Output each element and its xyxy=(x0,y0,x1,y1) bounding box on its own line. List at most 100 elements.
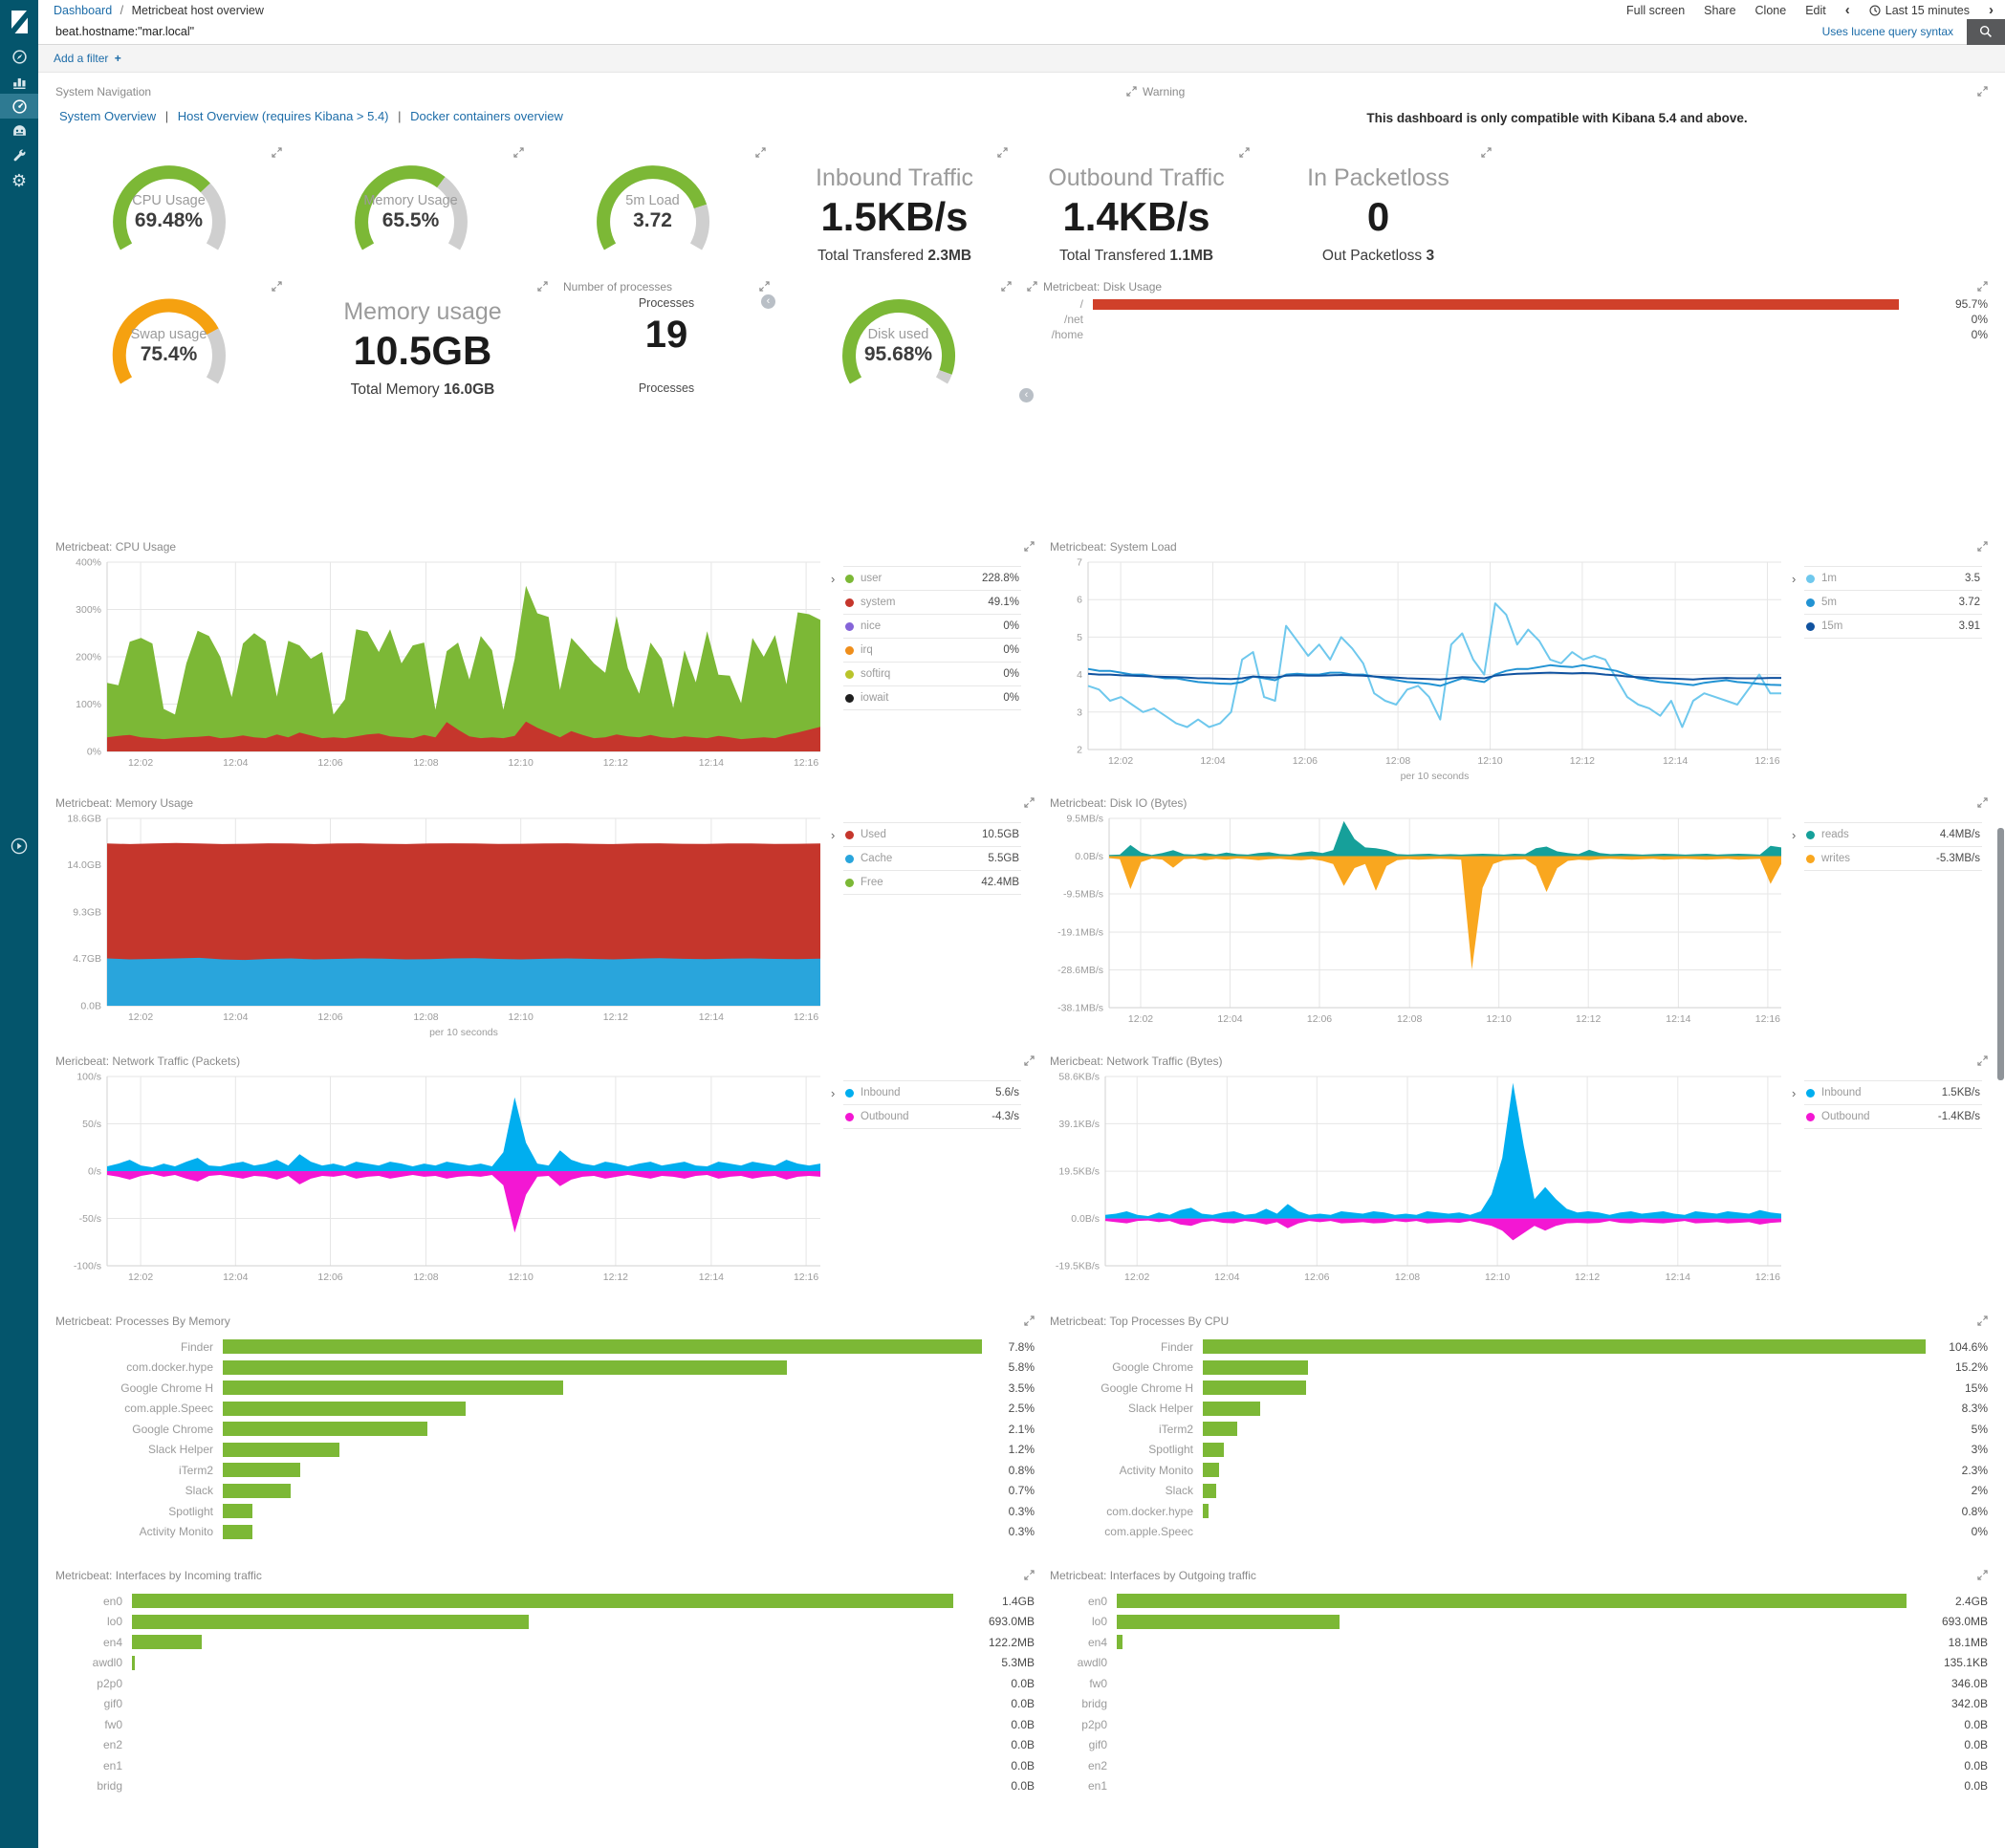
bar[interactable] xyxy=(132,1594,953,1609)
bar[interactable] xyxy=(1203,1401,1260,1416)
legend-collapse-icon[interactable]: › xyxy=(1792,572,1797,586)
bar[interactable] xyxy=(1203,1483,1217,1498)
time-forward-arrow[interactable]: › xyxy=(1989,2,1994,18)
bar[interactable] xyxy=(223,1339,982,1355)
link-docker-containers-overview[interactable]: Docker containers overview xyxy=(410,109,563,123)
search-button[interactable] xyxy=(1967,18,2005,45)
legend-item[interactable]: iowait 0% xyxy=(843,685,1021,710)
add-filter-plus-icon[interactable]: + xyxy=(114,52,121,65)
expand-icon[interactable] xyxy=(1024,797,1035,808)
expand-icon[interactable] xyxy=(1977,1055,1988,1066)
expand-icon[interactable] xyxy=(1024,1055,1035,1066)
bar[interactable] xyxy=(1203,1339,1926,1355)
expand-icon[interactable] xyxy=(513,147,524,158)
legend-item[interactable]: irq 0% xyxy=(843,638,1021,662)
bar[interactable] xyxy=(1203,1463,1219,1478)
expand-icon[interactable] xyxy=(1024,541,1035,552)
legend-item[interactable]: › user 228.8% xyxy=(831,566,1021,590)
expand-icon[interactable] xyxy=(997,147,1008,158)
legend-collapse-icon[interactable]: › xyxy=(831,1086,836,1100)
clone-button[interactable]: Clone xyxy=(1754,3,1787,17)
add-filter-button[interactable]: Add a filter xyxy=(54,52,109,65)
expand-icon[interactable] xyxy=(1481,147,1492,158)
kibana-logo[interactable] xyxy=(0,0,38,44)
legend-item[interactable]: › reads 4.4MB/s xyxy=(1792,822,1982,846)
time-back-arrow[interactable]: ‹ xyxy=(1844,2,1850,18)
edit-button[interactable]: Edit xyxy=(1805,3,1826,17)
bar[interactable] xyxy=(223,1422,427,1437)
bar[interactable] xyxy=(223,1504,252,1519)
sidebar-item-timelion[interactable] xyxy=(0,119,38,143)
bar[interactable] xyxy=(223,1442,340,1457)
bar[interactable] xyxy=(1203,1381,1307,1396)
legend-item[interactable]: › Inbound 5.6/s xyxy=(831,1080,1021,1104)
expand-icon[interactable] xyxy=(1024,1315,1035,1326)
legend-item[interactable]: › Inbound 1.5KB/s xyxy=(1792,1080,1982,1104)
bar[interactable] xyxy=(132,1635,203,1650)
bar[interactable] xyxy=(1203,1504,1209,1519)
legend-item[interactable]: Cache 5.5GB xyxy=(843,846,1021,870)
full-screen-button[interactable]: Full screen xyxy=(1626,3,1686,17)
expand-icon[interactable] xyxy=(1001,281,1012,292)
link-host-overview[interactable]: Host Overview (requires Kibana > 5.4) xyxy=(177,109,389,123)
bar[interactable] xyxy=(1203,1359,1308,1375)
legend-item[interactable]: writes -5.3MB/s xyxy=(1804,846,1982,871)
sidebar-collapse-button[interactable] xyxy=(0,834,38,859)
expand-icon[interactable] xyxy=(755,147,766,158)
bar[interactable] xyxy=(132,1655,136,1670)
expand-icon[interactable] xyxy=(1239,147,1250,158)
bar[interactable] xyxy=(223,1359,788,1375)
legend-item[interactable]: 15m 3.91 xyxy=(1804,614,1982,639)
share-button[interactable]: Share xyxy=(1704,3,1736,17)
bar[interactable] xyxy=(223,1524,252,1539)
legend-item[interactable]: › Used 10.5GB xyxy=(831,822,1021,846)
legend-collapse-icon[interactable]: › xyxy=(1792,828,1797,842)
search-query-input[interactable] xyxy=(54,24,1822,39)
legend-item[interactable]: nice 0% xyxy=(843,614,1021,638)
legend-item[interactable]: 5m 3.72 xyxy=(1804,590,1982,614)
expand-icon[interactable] xyxy=(1977,1315,1988,1326)
expand-icon[interactable] xyxy=(1024,1570,1035,1580)
expand-icon[interactable] xyxy=(1977,541,1988,552)
legend-item[interactable]: softirq 0% xyxy=(843,662,1021,685)
expand-icon[interactable] xyxy=(537,281,548,292)
sidebar-item-management[interactable]: ⚙ xyxy=(0,168,38,193)
bar[interactable] xyxy=(1093,298,1900,310)
bar[interactable] xyxy=(1203,1422,1238,1437)
legend-item[interactable]: › 1m 3.5 xyxy=(1792,566,1982,590)
expand-icon[interactable] xyxy=(1027,281,1037,292)
bar[interactable] xyxy=(223,1463,301,1478)
sidebar-item-discover[interactable] xyxy=(0,44,38,69)
bar[interactable] xyxy=(1117,1614,1340,1629)
bar[interactable] xyxy=(223,1401,467,1416)
sidebar-item-dev-tools[interactable] xyxy=(0,143,38,168)
bar[interactable] xyxy=(223,1381,564,1396)
sidebar-item-visualize[interactable] xyxy=(0,69,38,94)
sidebar-item-dashboard[interactable] xyxy=(0,94,38,119)
expand-icon[interactable] xyxy=(1977,86,1988,97)
bar[interactable] xyxy=(223,1483,292,1498)
legend-collapse-icon[interactable]: › xyxy=(1792,1086,1797,1100)
legend-collapse-circle-icon[interactable]: ‹ xyxy=(761,294,775,309)
lucene-syntax-link[interactable]: Uses lucene query syntax xyxy=(1821,25,1953,38)
link-system-overview[interactable]: System Overview xyxy=(59,109,157,123)
legend-item[interactable]: Outbound -1.4KB/s xyxy=(1804,1104,1982,1129)
bar[interactable] xyxy=(132,1614,530,1629)
legend-collapse-circle-icon[interactable]: ‹ xyxy=(1019,388,1034,402)
time-picker[interactable]: Last 15 minutes xyxy=(1869,4,1970,17)
bar[interactable] xyxy=(1117,1635,1123,1650)
legend-collapse-icon[interactable]: › xyxy=(831,572,836,586)
expand-icon[interactable] xyxy=(1977,1570,1988,1580)
expand-icon[interactable] xyxy=(759,281,770,292)
expand-icon[interactable] xyxy=(1126,86,1137,97)
expand-icon[interactable] xyxy=(272,281,282,292)
legend-item[interactable]: system 49.1% xyxy=(843,590,1021,614)
breadcrumb-dashboard-link[interactable]: Dashboard xyxy=(54,3,113,17)
expand-icon[interactable] xyxy=(1977,797,1988,808)
legend-collapse-icon[interactable]: › xyxy=(831,828,836,842)
bar[interactable] xyxy=(1203,1442,1224,1457)
legend-item[interactable]: Outbound -4.3/s xyxy=(843,1104,1021,1129)
legend-item[interactable]: Free 42.4MB xyxy=(843,870,1021,895)
scrollbar-thumb[interactable] xyxy=(1997,828,2004,1080)
expand-icon[interactable] xyxy=(1977,281,1988,292)
